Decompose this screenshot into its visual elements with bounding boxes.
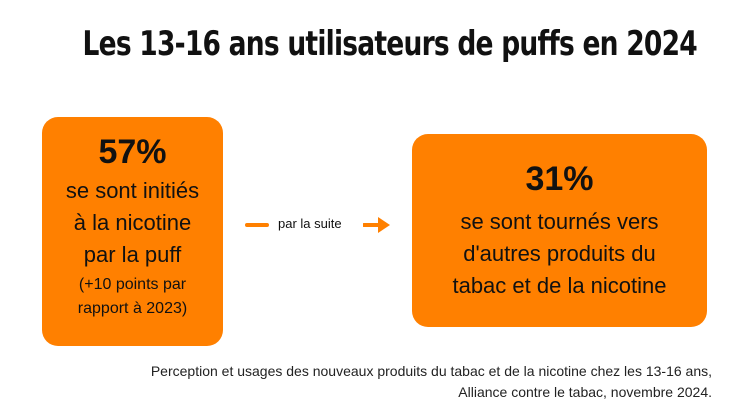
connector-line	[245, 223, 269, 227]
stat-card-other-products: 31% se sont tournés vers d'autres produi…	[412, 134, 707, 327]
stat-note-line: (+10 points par	[78, 276, 187, 293]
stat-description: se sont initiés à la nicotine par la puf…	[42, 175, 223, 271]
stat-description-line: d'autres produits du	[463, 241, 656, 266]
stat-card-initiation: 57% se sont initiés à la nicotine par la…	[42, 117, 223, 346]
source-line: Alliance contre le tabac, novembre 2024.	[458, 384, 712, 400]
source-citation: Perception et usages des nouveaux produi…	[151, 361, 712, 403]
connector: par la suite	[245, 214, 391, 236]
stat-percent: 31%	[525, 160, 594, 198]
stat-note-line: rapport à 2023)	[77, 300, 188, 317]
arrow-right-icon	[363, 217, 390, 233]
stat-description-line: par la puff	[83, 242, 182, 267]
stat-description-line: à la nicotine	[73, 210, 192, 235]
infographic-title: Les 13-16 ans utilisateurs de puffs en 2…	[82, 24, 698, 64]
stat-note: (+10 points par rapport à 2023)	[42, 273, 223, 321]
stat-description-line: se sont initiés	[65, 178, 200, 203]
stat-description: se sont tournés vers d'autres produits d…	[412, 206, 707, 302]
stat-description-line: tabac et de la nicotine	[452, 273, 667, 298]
stat-description-line: se sont tournés vers	[460, 209, 659, 234]
source-line: Perception et usages des nouveaux produi…	[150, 363, 712, 379]
stat-percent: 57%	[98, 133, 167, 171]
connector-label: par la suite	[278, 216, 342, 231]
